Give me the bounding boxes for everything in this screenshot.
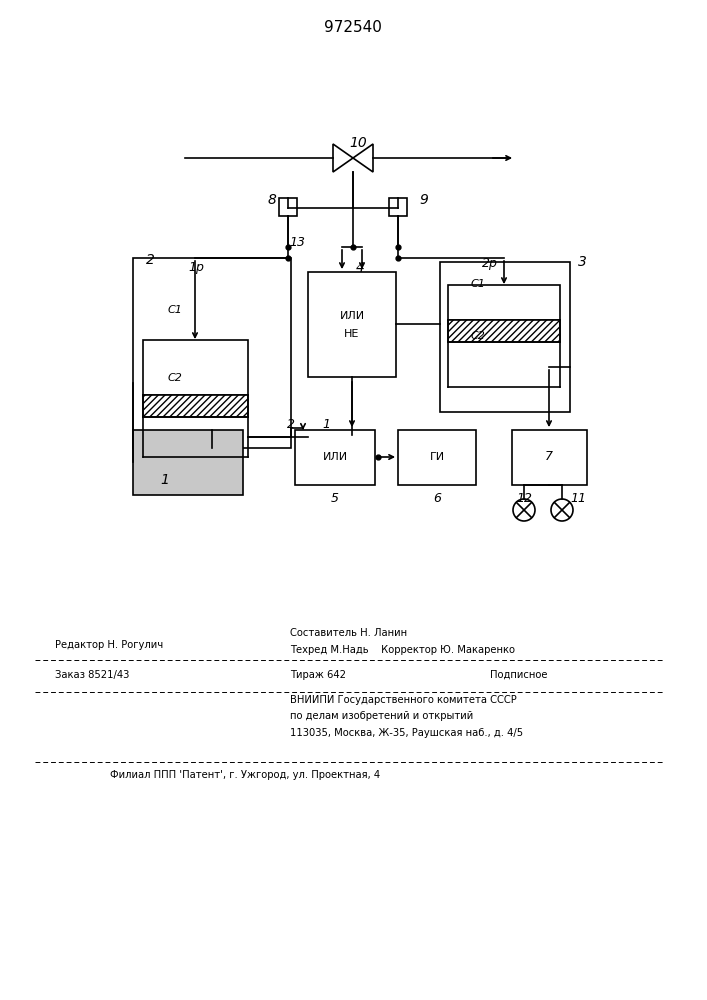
Bar [448,320,560,342]
Text: 13: 13 [289,235,305,248]
Text: 2: 2 [146,253,154,267]
Bar [308,272,396,377]
Text: С1: С1 [471,279,486,289]
Text: 2р: 2р [482,257,498,270]
Text: 4: 4 [356,261,364,275]
Bar [389,198,407,216]
Text: ИЛИ: ИЛИ [339,311,365,321]
Bar [448,285,560,320]
Bar [279,198,297,216]
Text: Филиал ППП 'Патент', г. Ужгород, ул. Проектная, 4: Филиал ППП 'Патент', г. Ужгород, ул. Про… [110,770,380,780]
Text: С2: С2 [471,331,486,341]
Text: 1: 1 [160,473,170,487]
Text: Подписное: Подписное [490,670,547,680]
Text: 2: 2 [287,418,295,430]
Text: 113035, Москва, Ж-35, Раушская наб., д. 4/5: 113035, Москва, Ж-35, Раушская наб., д. … [290,728,523,738]
Text: 12: 12 [516,491,532,504]
Text: 6: 6 [433,491,441,504]
Bar [133,430,243,495]
Text: 972540: 972540 [324,20,382,35]
Text: Тираж 642: Тираж 642 [290,670,346,680]
Bar [143,395,248,417]
Text: НЕ: НЕ [344,329,360,339]
Text: по делам изобретений и открытий: по делам изобретений и открытий [290,711,473,721]
Text: 7: 7 [545,450,553,464]
Text: 9: 9 [419,193,428,207]
Text: Техред М.Надь    Корректор Ю. Макаренко: Техред М.Надь Корректор Ю. Макаренко [290,645,515,655]
Bar [295,430,375,485]
Text: Редактор Н. Рогулич: Редактор Н. Рогулич [55,640,163,650]
Text: С2: С2 [168,373,182,383]
Bar [440,262,570,412]
Text: ГИ: ГИ [429,452,445,462]
Text: 1р: 1р [188,261,204,274]
Text: 5: 5 [331,491,339,504]
Text: 10: 10 [349,136,367,150]
Bar [143,340,248,395]
Text: Заказ 8521/43: Заказ 8521/43 [55,670,129,680]
Bar [512,430,587,485]
Text: ВНИИПИ Государственного комитета СССР: ВНИИПИ Государственного комитета СССР [290,695,517,705]
Text: 3: 3 [578,255,586,269]
Bar [398,430,476,485]
Bar [133,258,291,448]
Text: 1: 1 [322,418,330,430]
Text: 11: 11 [570,491,586,504]
Text: 8: 8 [267,193,276,207]
Text: С1: С1 [168,305,182,315]
Text: Составитель Н. Ланин: Составитель Н. Ланин [290,628,407,638]
Text: ИЛИ: ИЛИ [322,452,348,462]
